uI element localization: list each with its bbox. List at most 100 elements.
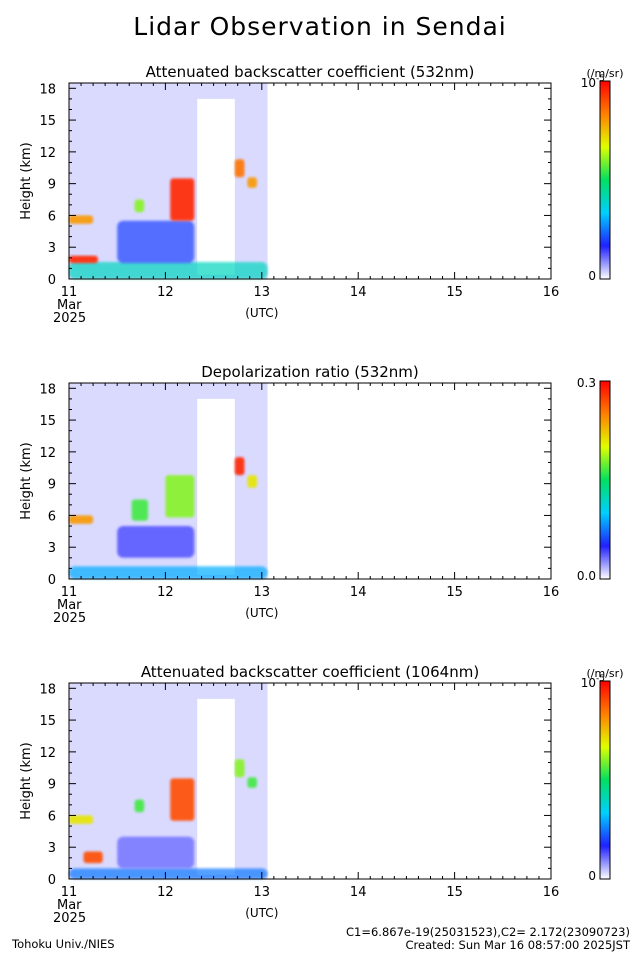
- feature-cloud: [134, 199, 145, 213]
- feature-aerosol-band: [117, 836, 195, 869]
- colorbar: [599, 680, 611, 880]
- x-sublabel-year: 2025: [53, 911, 86, 926]
- data-gap: [197, 398, 235, 575]
- y-tick-label: 18: [39, 82, 56, 97]
- x-tick-label: 11: [61, 885, 78, 900]
- x-tick-label: 16: [543, 285, 560, 300]
- x-tick-label: 13: [254, 285, 271, 300]
- colorbar-min-label: 0.0: [577, 569, 596, 583]
- feature-cloud: [69, 515, 94, 524]
- chart-title: Attenuated backscatter coefficient (532n…: [146, 63, 475, 81]
- x-tick-label: 14: [350, 285, 367, 300]
- x-sublabel-month: Mar: [57, 598, 82, 613]
- y-tick-label: 6: [48, 209, 56, 224]
- x-tick-label: 14: [350, 585, 367, 600]
- y-tick-label: 18: [39, 682, 56, 697]
- colorbar-max-label: 10: [581, 76, 596, 90]
- colorbar-min-label: 0: [588, 869, 596, 883]
- feature-cloud: [83, 851, 103, 864]
- y-axis-label: Height (km): [19, 142, 34, 219]
- feature-cloud: [247, 777, 257, 788]
- y-tick-label: 0: [48, 873, 56, 888]
- x-tick-label: 16: [543, 585, 560, 600]
- x-sublabel-month: Mar: [57, 898, 82, 913]
- colorbar-max-exponent: -5: [596, 674, 605, 684]
- data-gap: [197, 98, 235, 275]
- y-tick-label: 9: [48, 778, 56, 793]
- y-axis-label: Height (km): [19, 442, 34, 519]
- feature-boundary-layer: [69, 262, 268, 279]
- feature-boundary-layer: [69, 868, 268, 879]
- feature-cloud: [247, 177, 257, 188]
- x-axis-label: (UTC): [245, 306, 278, 320]
- x-tick-label: 11: [61, 285, 78, 300]
- x-tick-label: 13: [254, 885, 271, 900]
- y-tick-label: 9: [48, 178, 56, 193]
- feature-cloud: [134, 799, 145, 813]
- x-tick-label: 12: [157, 885, 174, 900]
- x-tick-label: 12: [157, 285, 174, 300]
- feature-cloud: [165, 475, 195, 518]
- feature-aerosol-band: [117, 526, 195, 558]
- x-tick-label: 16: [543, 885, 560, 900]
- y-axis-label: Height (km): [19, 742, 34, 819]
- y-tick-label: 3: [48, 541, 56, 556]
- y-tick-label: 12: [39, 446, 56, 461]
- y-tick-label: 6: [48, 509, 56, 524]
- credit-label: Tohoku Univ./NIES: [12, 937, 115, 951]
- feature-aerosol-band: [117, 220, 195, 264]
- data-gap: [197, 698, 235, 875]
- y-tick-label: 3: [48, 841, 56, 856]
- feature-cloud: [234, 457, 245, 476]
- chart-title: Attenuated backscatter coefficient (1064…: [141, 663, 479, 681]
- y-tick-label: 3: [48, 241, 56, 256]
- colorbar-max-exponent: -5: [596, 74, 605, 84]
- y-tick-label: 12: [39, 746, 56, 761]
- colorbar: [599, 80, 611, 280]
- feature-cloud: [247, 475, 257, 488]
- y-tick-label: 18: [39, 382, 56, 397]
- feature-boundary-layer: [69, 566, 268, 579]
- feature-cloud: [69, 815, 94, 824]
- x-sublabel-month: Mar: [57, 298, 82, 313]
- y-tick-label: 0: [48, 273, 56, 288]
- x-tick-label: 15: [446, 285, 463, 300]
- feature-cloud: [170, 778, 195, 821]
- feature-cloud: [131, 499, 149, 521]
- calibration-label: C1=6.867e-19(25031523),C2= 2.172(2309072…: [346, 925, 630, 939]
- x-tick-label: 15: [446, 885, 463, 900]
- colorbar-unit: (/m/sr): [587, 67, 624, 80]
- y-tick-label: 15: [39, 414, 56, 429]
- x-axis-label: (UTC): [245, 606, 278, 620]
- x-tick-label: 14: [350, 885, 367, 900]
- y-tick-label: 15: [39, 714, 56, 729]
- footer-info: C1=6.867e-19(25031523),C2= 2.172(2309072…: [346, 926, 630, 952]
- page-title: Lidar Observation in Sendai: [133, 12, 507, 41]
- x-sublabel-year: 2025: [53, 611, 86, 626]
- chart-title: Depolarization ratio (532nm): [201, 363, 419, 381]
- colorbar-unit: (/m/sr): [587, 667, 624, 680]
- feature-cloud: [69, 215, 94, 224]
- feature-cloud: [234, 759, 245, 778]
- y-tick-label: 6: [48, 809, 56, 824]
- y-tick-label: 15: [39, 114, 56, 129]
- feature-cloud: [69, 255, 98, 264]
- y-tick-label: 9: [48, 478, 56, 493]
- colorbar-max-label: 10: [581, 676, 596, 690]
- y-tick-label: 0: [48, 573, 56, 588]
- colorbar-min-label: 0: [588, 269, 596, 283]
- feature-cloud: [234, 159, 245, 178]
- x-tick-label: 13: [254, 585, 271, 600]
- x-sublabel-year: 2025: [53, 311, 86, 326]
- colorbar-max-label: 0.3: [577, 376, 596, 390]
- feature-cloud: [170, 178, 195, 221]
- colorbar: [599, 380, 611, 580]
- y-tick-label: 12: [39, 146, 56, 161]
- created-label: Created: Sun Mar 16 08:57:00 2025JST: [405, 938, 630, 952]
- x-tick-label: 11: [61, 585, 78, 600]
- x-tick-label: 12: [157, 585, 174, 600]
- x-axis-label: (UTC): [245, 906, 278, 920]
- x-tick-label: 15: [446, 585, 463, 600]
